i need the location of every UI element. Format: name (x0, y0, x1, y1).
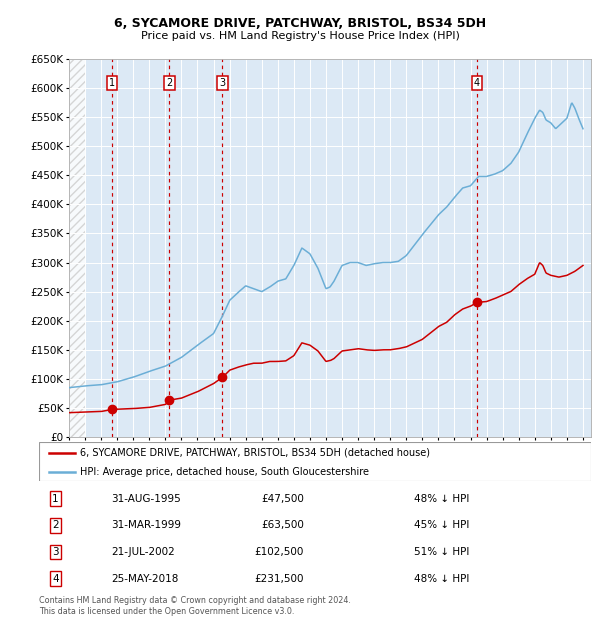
Text: 3: 3 (220, 78, 226, 88)
Text: Price paid vs. HM Land Registry's House Price Index (HPI): Price paid vs. HM Land Registry's House … (140, 31, 460, 41)
Text: 31-MAR-1999: 31-MAR-1999 (111, 520, 181, 531)
Text: 4: 4 (474, 78, 480, 88)
Text: 48% ↓ HPI: 48% ↓ HPI (415, 574, 470, 584)
Text: 25-MAY-2018: 25-MAY-2018 (111, 574, 178, 584)
Text: 45% ↓ HPI: 45% ↓ HPI (415, 520, 470, 531)
Text: £231,500: £231,500 (254, 574, 304, 584)
Text: 4: 4 (52, 574, 59, 584)
Text: 1: 1 (109, 78, 115, 88)
Text: £47,500: £47,500 (261, 494, 304, 504)
Text: 31-AUG-1995: 31-AUG-1995 (111, 494, 181, 504)
Text: 21-JUL-2002: 21-JUL-2002 (111, 547, 175, 557)
Text: £102,500: £102,500 (254, 547, 304, 557)
Text: £63,500: £63,500 (261, 520, 304, 531)
Text: HPI: Average price, detached house, South Gloucestershire: HPI: Average price, detached house, Sout… (80, 467, 370, 477)
Bar (69, 59, 85, 437)
Text: 6, SYCAMORE DRIVE, PATCHWAY, BRISTOL, BS34 5DH (detached house): 6, SYCAMORE DRIVE, PATCHWAY, BRISTOL, BS… (80, 448, 430, 458)
Text: 2: 2 (52, 520, 59, 531)
Text: 1: 1 (52, 494, 59, 504)
Text: 48% ↓ HPI: 48% ↓ HPI (415, 494, 470, 504)
Text: 51% ↓ HPI: 51% ↓ HPI (415, 547, 470, 557)
Text: 2: 2 (166, 78, 173, 88)
Text: Contains HM Land Registry data © Crown copyright and database right 2024.
This d: Contains HM Land Registry data © Crown c… (39, 596, 351, 616)
Text: 6, SYCAMORE DRIVE, PATCHWAY, BRISTOL, BS34 5DH: 6, SYCAMORE DRIVE, PATCHWAY, BRISTOL, BS… (114, 17, 486, 30)
Text: 3: 3 (52, 547, 59, 557)
